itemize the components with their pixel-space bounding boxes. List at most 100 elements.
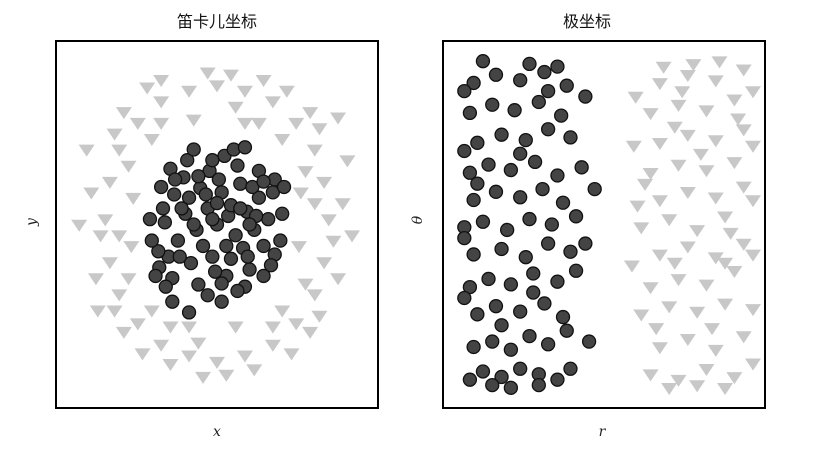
triangle-point (153, 117, 170, 130)
triangle-point (651, 138, 668, 151)
triangle-point (655, 61, 672, 74)
triangle-point (730, 113, 747, 126)
triangle-point (698, 363, 715, 376)
triangle-point (625, 140, 642, 153)
circle-point (513, 73, 528, 88)
circle-point (462, 165, 478, 180)
triangle-point (698, 279, 715, 292)
triangle-point (627, 91, 644, 104)
triangle-point (679, 187, 696, 200)
circle-point (518, 132, 533, 148)
triangle-point (255, 74, 272, 87)
circle-point (462, 105, 478, 121)
circle-point (155, 201, 171, 216)
triangle-point (651, 342, 668, 355)
circle-point (214, 276, 229, 291)
circle-point (157, 215, 173, 230)
circle-point (499, 222, 515, 238)
circle-point (153, 179, 169, 195)
triangle-point (670, 274, 687, 287)
triangle-point (236, 85, 253, 98)
triangle-point (306, 289, 323, 302)
triangle-point (685, 59, 702, 72)
circle-point (475, 54, 491, 69)
triangle-point (311, 310, 328, 323)
circle-point (526, 266, 541, 281)
circle-point (522, 328, 537, 344)
circle-point (488, 299, 504, 314)
circle-point (485, 97, 500, 112)
circle-point (466, 339, 481, 355)
triangle-point (717, 211, 734, 224)
triangle-point (288, 318, 305, 331)
triangle-point (707, 344, 724, 357)
triangle-point (330, 112, 347, 125)
circle-point (494, 318, 509, 333)
triangle-point (129, 318, 146, 331)
circle-point (554, 108, 569, 123)
triangle-point (97, 214, 114, 227)
circle-point (195, 238, 211, 254)
circle-point (263, 258, 279, 273)
triangle-point (115, 107, 132, 120)
circle-point (494, 241, 509, 257)
triangle-point (679, 241, 696, 254)
triangle-point (181, 321, 198, 334)
circle-point (540, 337, 556, 352)
circle-point (540, 83, 556, 99)
triangle-point (735, 238, 752, 251)
triangle-point (722, 227, 739, 240)
circle-point (261, 211, 276, 227)
circle-point (503, 342, 519, 357)
triangle-point (726, 372, 743, 385)
circle-point (242, 262, 257, 277)
triangle-point (717, 383, 734, 396)
triangle-point (623, 260, 640, 273)
triangle-point (642, 282, 659, 295)
circle-point (273, 233, 288, 248)
triangle-point (218, 369, 235, 382)
circle-point (237, 140, 253, 155)
triangle-point (283, 348, 300, 361)
triangle-point (651, 78, 668, 91)
triangle-point (633, 309, 650, 322)
circle-point (578, 89, 593, 104)
circle-point (522, 56, 537, 72)
circle-point (531, 377, 546, 393)
triangle-point (115, 326, 132, 339)
triangle-point (306, 198, 323, 211)
circle-point (276, 179, 292, 195)
triangle-point (153, 96, 170, 109)
triangle-point (111, 289, 128, 302)
circle-point (170, 233, 186, 248)
plot-area-0 (71, 67, 361, 384)
triangle-point (726, 265, 743, 278)
triangle-point (162, 321, 179, 334)
triangle-point (236, 117, 253, 130)
triangle-point (181, 350, 198, 363)
circle-point (513, 190, 528, 205)
triangle-point (120, 160, 137, 173)
circle-point (587, 181, 602, 197)
circle-point (535, 181, 550, 197)
plot-area-1 (457, 54, 761, 396)
triangle-point (661, 383, 678, 396)
triangle-point (735, 331, 752, 344)
triangle-point (236, 350, 253, 363)
triangle-point (89, 305, 106, 318)
triangle-point (227, 321, 244, 334)
triangle-point (670, 374, 687, 387)
circle-point (522, 211, 537, 227)
circle-point (144, 233, 159, 248)
circle-point (205, 249, 220, 264)
triangle-point (227, 101, 244, 114)
circle-point (191, 169, 206, 184)
triangle-point (297, 166, 314, 179)
circle-point (563, 244, 578, 259)
circle-point (507, 103, 522, 118)
triangle-point (302, 326, 319, 339)
triangle-point (101, 257, 118, 270)
triangle-point (726, 94, 743, 107)
triangle-point (125, 192, 142, 205)
